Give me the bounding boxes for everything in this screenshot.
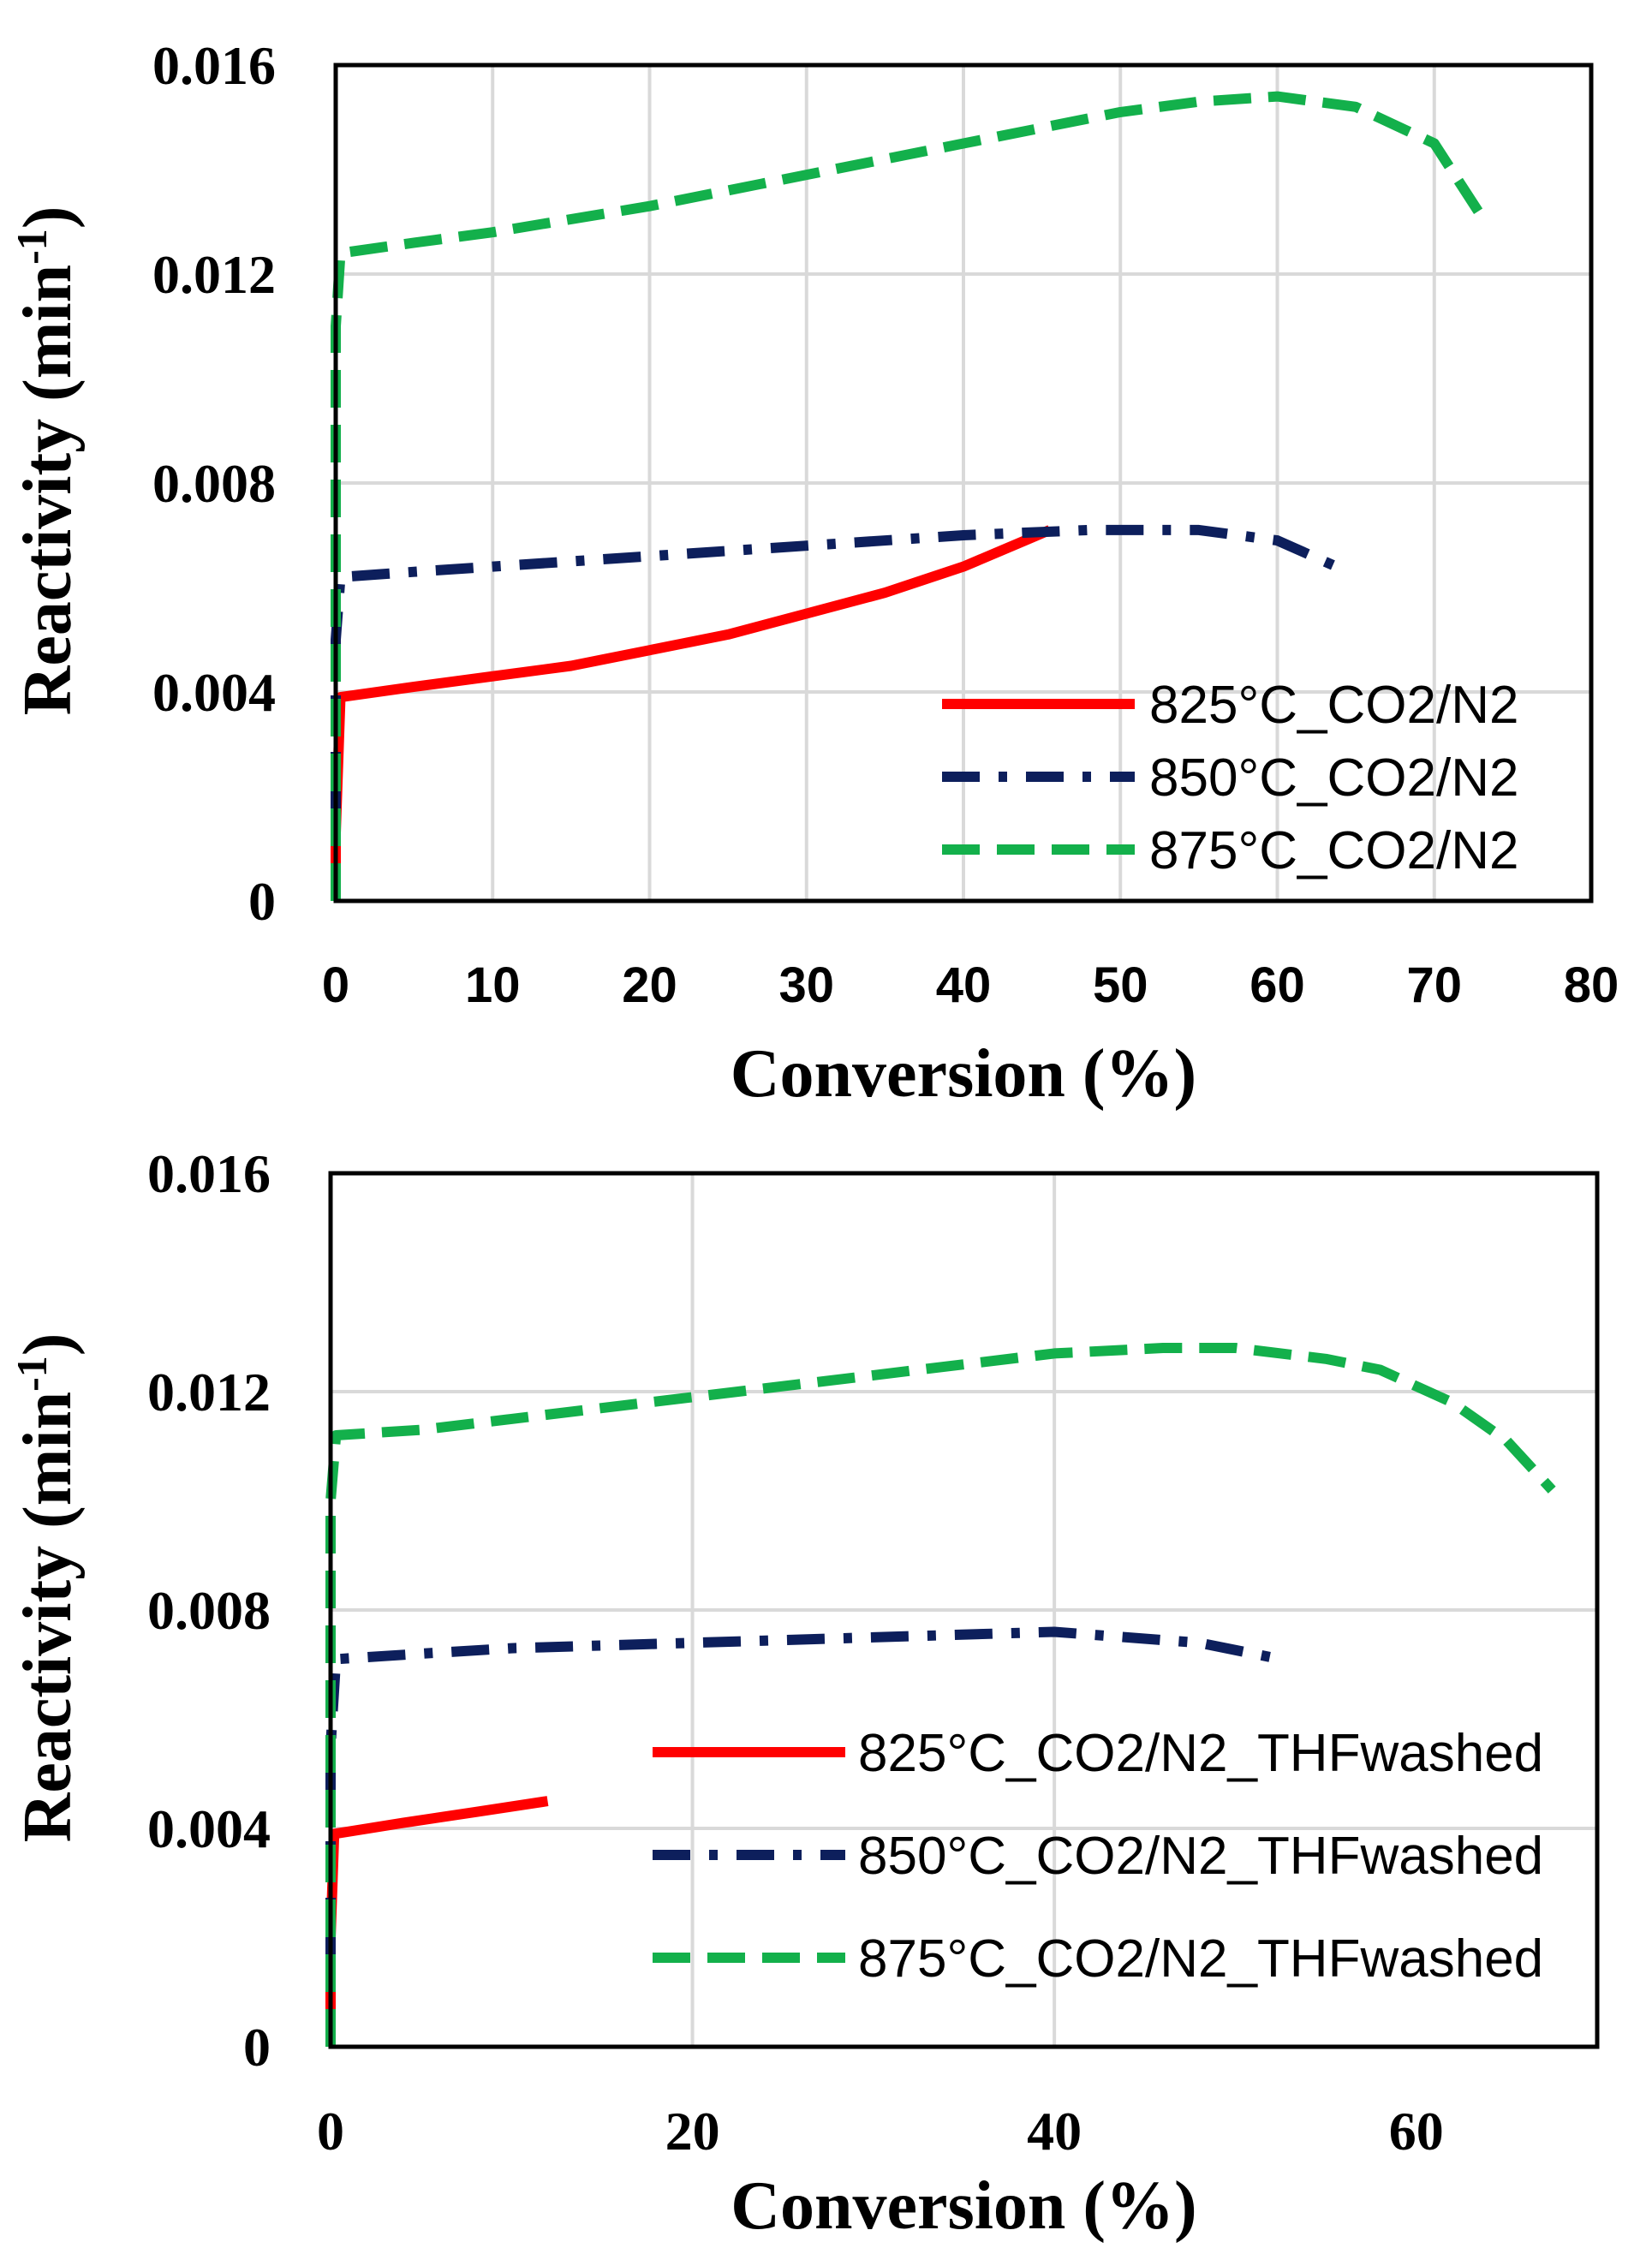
x-tick-labels: 0 20 40 60	[317, 2101, 1444, 2162]
legend-label-850: 850°C_CO2/N2_THFwashed	[858, 1827, 1543, 1886]
x-tick-label: 30	[778, 957, 834, 1013]
y-axis-label-end: )	[10, 1333, 86, 1357]
y-axis-label-main: Reactivity (min	[10, 265, 86, 716]
x-tick-label: 60	[1249, 957, 1305, 1013]
x-tick-label: 70	[1406, 957, 1462, 1013]
x-tick-label: 80	[1564, 957, 1619, 1013]
gridlines	[331, 1173, 1597, 2047]
y-tick-labels: 0 0.004 0.008 0.012 0.016	[152, 35, 276, 932]
y-axis-label-main: Reactivity (min	[10, 1392, 86, 1843]
series-line-875	[331, 91, 1483, 901]
x-tick-label: 0	[322, 957, 349, 1013]
y-tick-label: 0.004	[147, 1798, 271, 1859]
x-tick-label: 0	[317, 2101, 344, 2162]
y-tick-label: 0	[248, 871, 276, 932]
x-axis-label: Conversion (%)	[731, 1036, 1196, 1112]
legend-entry-825: 825°C_CO2/N2_THFwashed	[653, 1724, 1543, 1783]
x-tick-labels: 0 10 20 30 40 50 60 70 80	[322, 957, 1619, 1013]
y-tick-labels: 0 0.004 0.008 0.012 0.016	[147, 1143, 271, 2078]
y-tick-label: 0.008	[147, 1580, 271, 1641]
y-axis-label-superscript: -1	[8, 229, 56, 265]
plot-frame	[333, 63, 1594, 903]
x-tick-label: 40	[1027, 2101, 1082, 2162]
legend-label-825: 825°C_CO2/N2_THFwashed	[858, 1724, 1543, 1783]
legend-label-850: 850°C_CO2/N2	[1149, 748, 1518, 808]
legend-entry-850: 850°C_CO2/N2_THFwashed	[653, 1827, 1543, 1886]
x-tick-label: 10	[465, 957, 521, 1013]
legend-label-825: 825°C_CO2/N2	[1149, 676, 1518, 735]
x-tick-label: 60	[1389, 2101, 1444, 2162]
series-line-825	[325, 1796, 549, 2047]
x-tick-label: 50	[1093, 957, 1148, 1013]
x-axis-label: Conversion (%)	[731, 2168, 1196, 2244]
y-axis-label: Reactivity (min-1)	[8, 206, 86, 716]
legend-entry-875: 875°C_CO2/N2_THFwashed	[653, 1929, 1543, 1989]
legend-entry-850: 850°C_CO2/N2	[942, 748, 1518, 808]
y-tick-label: 0.004	[152, 662, 276, 723]
legend: 825°C_CO2/N2 850°C_CO2/N2 875°C_CO2/N2	[942, 676, 1518, 880]
y-tick-label: 0	[243, 2017, 271, 2078]
y-axis-label-superscript: -1	[8, 1356, 56, 1392]
chart-bottom: 0 0.004 0.008 0.012 0.016 0 20 40 60 Conversion…	[8, 1143, 1600, 2244]
x-tick-label: 20	[622, 957, 677, 1013]
y-tick-label: 0.012	[147, 1362, 271, 1422]
series-line-850	[331, 524, 1351, 901]
y-axis-label-end: )	[10, 206, 86, 230]
plot-frame	[328, 1171, 1600, 2049]
legend-entry-875: 875°C_CO2/N2	[942, 821, 1518, 880]
legend-label-875: 875°C_CO2/N2	[1149, 821, 1518, 880]
legend-label-875: 875°C_CO2/N2_THFwashed	[858, 1929, 1543, 1989]
y-tick-label: 0.008	[152, 453, 276, 514]
y-tick-label: 0.016	[152, 35, 276, 96]
x-tick-label: 40	[936, 957, 992, 1013]
x-tick-label: 20	[665, 2101, 720, 2162]
y-axis-label: Reactivity (min-1)	[8, 1333, 86, 1843]
series-line-875	[325, 1343, 1556, 2047]
y-tick-label: 0.016	[147, 1143, 271, 1204]
series-lines	[331, 91, 1483, 901]
legend: 825°C_CO2/N2_THFwashed 850°C_CO2/N2_THFw…	[653, 1724, 1543, 1989]
legend-entry-825: 825°C_CO2/N2	[942, 676, 1518, 735]
y-tick-label: 0.012	[152, 244, 276, 305]
